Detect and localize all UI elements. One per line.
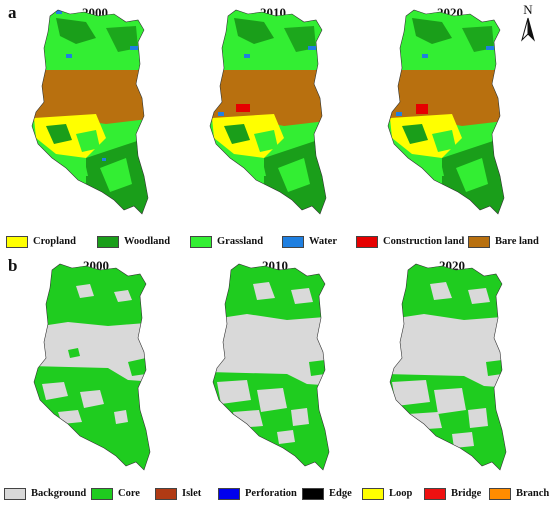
legend-swatch	[97, 236, 119, 248]
legend-swatch	[424, 488, 446, 500]
legend-swatch	[468, 236, 490, 248]
legend-swatch	[302, 488, 324, 500]
legend-swatch	[155, 488, 177, 500]
legend-swatch	[190, 236, 212, 248]
legend-label: Islet	[182, 488, 202, 499]
legend-label: Water	[309, 236, 337, 247]
legend-swatch	[6, 236, 28, 248]
legend-landuse: Cropland Woodland Grassland Water Constr…	[0, 234, 550, 254]
legend-label: Grassland	[217, 236, 264, 247]
north-arrow-letter: N	[523, 2, 533, 17]
legend-swatch	[282, 236, 304, 248]
legend-label: Woodland	[124, 236, 171, 247]
legend-mspa: Background Core Islet Perforation Edge L…	[0, 486, 550, 506]
legend-swatch	[4, 488, 26, 500]
legend-label: Loop	[389, 488, 413, 499]
legend-label: Background	[31, 488, 87, 499]
landuse-map-2020	[387, 9, 505, 215]
legend-label: Construction land	[383, 236, 465, 247]
legend-label: Bare land	[495, 236, 539, 247]
panel-a-letter: a	[8, 3, 17, 22]
legend-label: Branch	[516, 488, 550, 499]
north-arrow: N	[517, 2, 539, 42]
legend-label: Cropland	[33, 236, 76, 247]
legend-swatch	[356, 236, 378, 248]
legend-label: Core	[118, 488, 140, 499]
legend-label: Edge	[329, 488, 352, 499]
landuse-map-2000	[31, 9, 149, 215]
mspa-map-2000	[33, 263, 151, 471]
panel-b-letter: b	[8, 256, 18, 275]
mspa-map-2020	[389, 263, 507, 471]
legend-swatch	[91, 488, 113, 500]
mspa-map-2010	[212, 263, 330, 471]
legend-swatch	[362, 488, 384, 500]
legend-swatch	[218, 488, 240, 500]
north-arrow-icon	[521, 17, 535, 42]
landuse-map-2010	[209, 9, 327, 215]
legend-swatch	[489, 488, 511, 500]
legend-label: Perforation	[245, 488, 297, 499]
legend-label: Bridge	[451, 488, 482, 499]
